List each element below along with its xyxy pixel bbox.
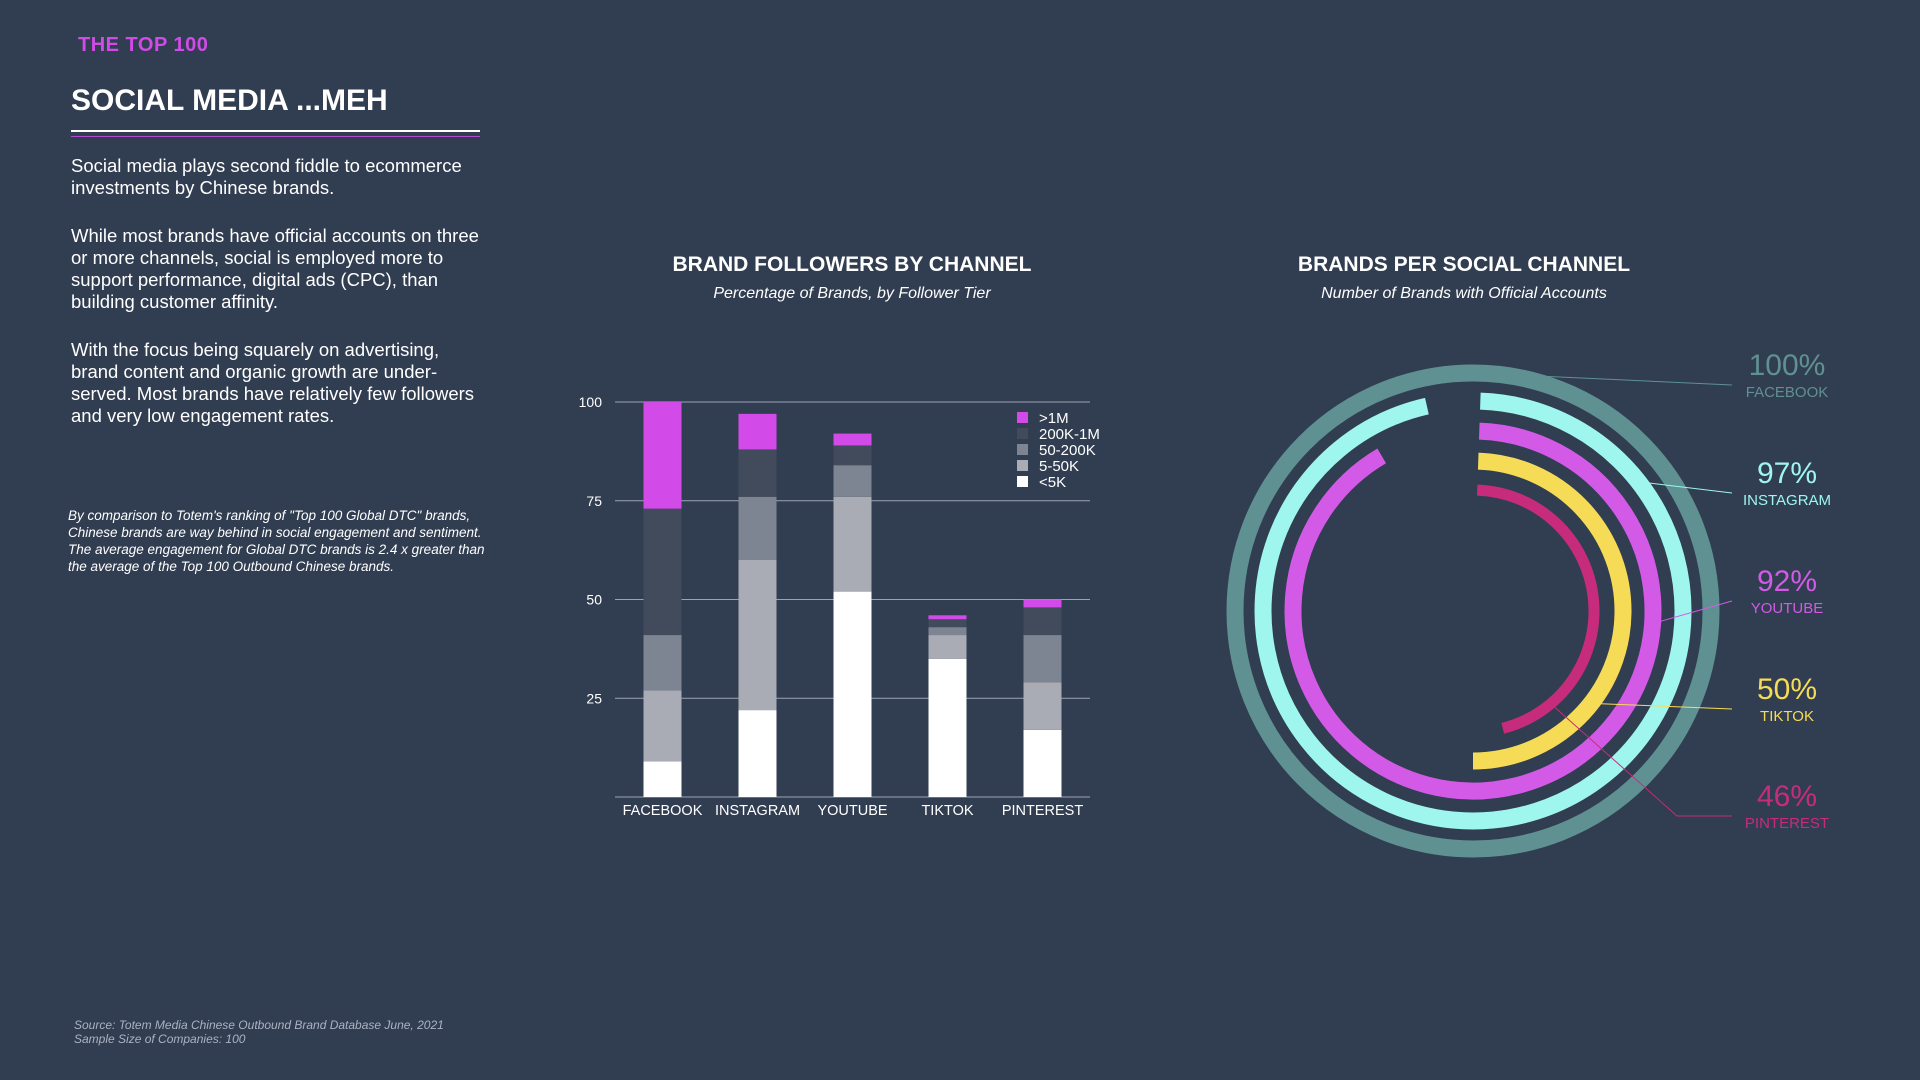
bar-pinterest-series-4 [1023,599,1062,608]
legend-label-2: 50-200K [1039,442,1096,459]
bar-facebook-series-0 [643,761,682,797]
bar-chart-subtitle: Percentage of Brands, by Follower Tier [713,285,991,302]
intro-paragraph-3: With the focus being squarely on adverti… [71,339,475,426]
leader-tiktok [1591,702,1733,710]
radial-chart-title: BRANDS PER SOCIAL CHANNEL [1297,253,1631,276]
bar-facebook-series-1 [643,690,682,762]
title-rule [71,130,480,132]
legend-swatch-3 [1017,460,1028,471]
page-title: SOCIAL MEDIA ...MEH [71,84,388,117]
bar-instagram-series-3 [738,449,777,497]
ring-facebook [1226,364,1720,858]
bar-tiktok-series-0 [928,658,967,797]
ring-youtube [1284,422,1662,800]
bar-instagram-series-2 [738,496,777,560]
comparison-note: By comparison to Totem's ranking of "Top… [68,508,485,574]
leader-instagram [1638,481,1733,494]
ring-pinterest [1477,484,1600,734]
bar-facebook-series-4 [643,402,682,509]
value-label-tiktok: 50% [1757,673,1817,706]
legend-swatch-2 [1017,444,1028,455]
y-tick-label-25: 25 [586,690,602,706]
source-note: Source: Totem Media Chinese Outbound Bra… [74,1018,574,1046]
sample-size-text: Sample Size of Companies: 100 [74,1032,246,1046]
x-tick-label-pinterest: PINTEREST [1002,803,1084,819]
bar-pinterest-series-1 [1023,682,1062,730]
bar-instagram-series-0 [738,710,777,797]
kicker: THE TOP 100 [78,34,209,56]
y-tick-label-100: 100 [579,394,603,410]
category-label-tiktok: TIKTOK [1760,708,1814,725]
category-label-pinterest: PINTEREST [1745,815,1829,832]
bar-pinterest-series-3 [1023,607,1062,636]
leader-facebook [1472,372,1733,386]
bar-chart-title: BRAND FOLLOWERS BY CHANNEL [672,253,1032,276]
value-label-youtube: 92% [1757,565,1817,598]
bar-youtube-series-3 [833,445,872,466]
leader-pinterest [1550,703,1732,817]
bar-facebook-series-3 [643,508,682,636]
x-tick-label-tiktok: TIKTOK [921,803,973,819]
value-label-facebook: 100% [1749,349,1826,382]
bar-youtube-series-2 [833,465,872,497]
bar-tiktok-series-4 [928,615,967,620]
title-rule-accent [71,136,480,137]
value-label-instagram: 97% [1757,457,1817,490]
bar-instagram-series-1 [738,560,777,711]
legend-swatch-0 [1017,412,1028,423]
bar-youtube-series-0 [833,591,872,797]
bar-youtube-series-1 [833,496,872,592]
bar-pinterest-series-2 [1023,635,1062,683]
source-text: Source: Totem Media Chinese Outbound Bra… [74,1018,444,1032]
bar-tiktok-series-2 [928,627,967,636]
bar-instagram-series-4 [738,413,777,450]
intro-paragraph-1: Social media plays second fiddle to ecom… [71,155,462,198]
leader-youtube [1652,600,1733,625]
x-tick-label-youtube: YOUTUBE [817,803,887,819]
category-label-instagram: INSTAGRAM [1743,492,1831,509]
legend-label-4: <5K [1039,474,1066,491]
category-label-youtube: YOUTUBE [1751,600,1824,617]
legend-label-3: 5-50K [1039,458,1079,475]
ring-tiktok [1472,452,1632,770]
radial-chart-subtitle: Number of Brands with Official Accounts [1321,285,1607,302]
legend-label-0: >1M [1039,410,1069,427]
legend-swatch-1 [1017,428,1028,439]
bar-pinterest-series-0 [1023,729,1062,797]
legend-swatch-4 [1017,476,1028,487]
bar-tiktok-series-1 [928,635,967,659]
x-tick-label-facebook: FACEBOOK [623,803,703,819]
y-tick-label-75: 75 [586,493,602,509]
bar-facebook-series-2 [643,635,682,691]
y-tick-label-50: 50 [586,592,602,608]
value-label-pinterest: 46% [1757,780,1817,813]
x-tick-label-instagram: INSTAGRAM [715,803,800,819]
bar-tiktok-series-3 [928,619,967,628]
legend-label-1: 200K-1M [1039,426,1100,443]
category-label-facebook: FACEBOOK [1746,384,1829,401]
bar-youtube-series-4 [833,433,872,446]
intro-paragraph-2: While most brands have official accounts… [71,225,479,312]
ring-instagram [1254,392,1692,830]
